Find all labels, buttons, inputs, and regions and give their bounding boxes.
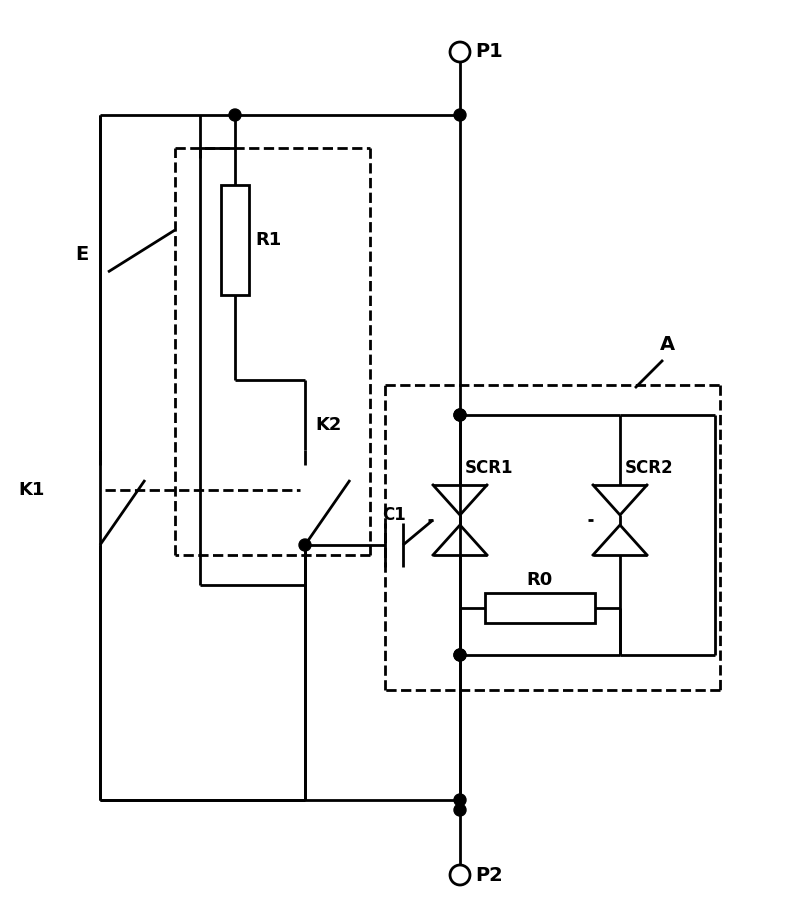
Circle shape xyxy=(454,409,466,421)
Text: C1: C1 xyxy=(382,506,406,524)
Circle shape xyxy=(299,539,311,551)
Text: K1: K1 xyxy=(18,481,45,499)
Circle shape xyxy=(450,865,470,885)
Circle shape xyxy=(454,804,466,816)
Text: P2: P2 xyxy=(475,866,502,884)
Bar xyxy=(221,185,249,295)
Text: A: A xyxy=(660,335,675,355)
Circle shape xyxy=(450,42,470,62)
Text: K2: K2 xyxy=(315,416,342,434)
Circle shape xyxy=(454,409,466,421)
Text: SCR2: SCR2 xyxy=(625,459,674,477)
Text: R1: R1 xyxy=(255,231,282,249)
Circle shape xyxy=(454,794,466,806)
Text: P1: P1 xyxy=(475,42,502,62)
Text: R0: R0 xyxy=(527,571,553,589)
Circle shape xyxy=(454,109,466,121)
Text: SCR1: SCR1 xyxy=(465,459,514,477)
Circle shape xyxy=(229,109,241,121)
Text: E: E xyxy=(75,246,88,264)
Circle shape xyxy=(454,649,466,661)
Bar xyxy=(485,593,595,623)
Circle shape xyxy=(454,649,466,661)
